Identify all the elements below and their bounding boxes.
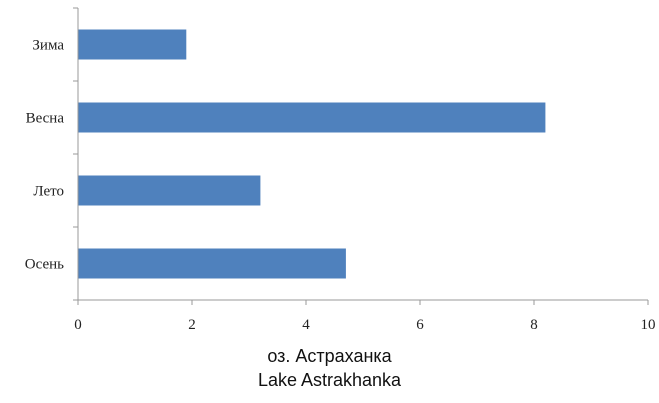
category-label-1: Зима (32, 38, 64, 54)
bar-3 (78, 175, 261, 206)
bar-2 (78, 102, 546, 133)
x-tick-label-4: 8 (530, 317, 538, 333)
x-tick-label-1: 2 (188, 317, 196, 333)
bar-1 (78, 29, 187, 60)
category-labels: Зима Весна Лето Осень (25, 38, 65, 273)
x-tick-label-2: 4 (302, 317, 310, 333)
chart-caption-line-1: оз. Астраханка (267, 346, 392, 366)
tick-labels: 0 2 4 6 8 10 (74, 317, 655, 333)
bar-4 (78, 248, 346, 279)
axes-group (73, 7, 649, 305)
chart-caption-line-2: Lake Astrakhanka (257, 370, 402, 390)
x-tick-label-5: 10 (641, 317, 656, 333)
x-tick-label-0: 0 (74, 317, 82, 333)
category-label-3: Лето (33, 184, 64, 200)
category-label-2: Весна (26, 111, 65, 127)
x-tick-label-3: 6 (416, 317, 424, 333)
category-label-4: Осень (25, 257, 64, 273)
bars-group (78, 29, 546, 279)
